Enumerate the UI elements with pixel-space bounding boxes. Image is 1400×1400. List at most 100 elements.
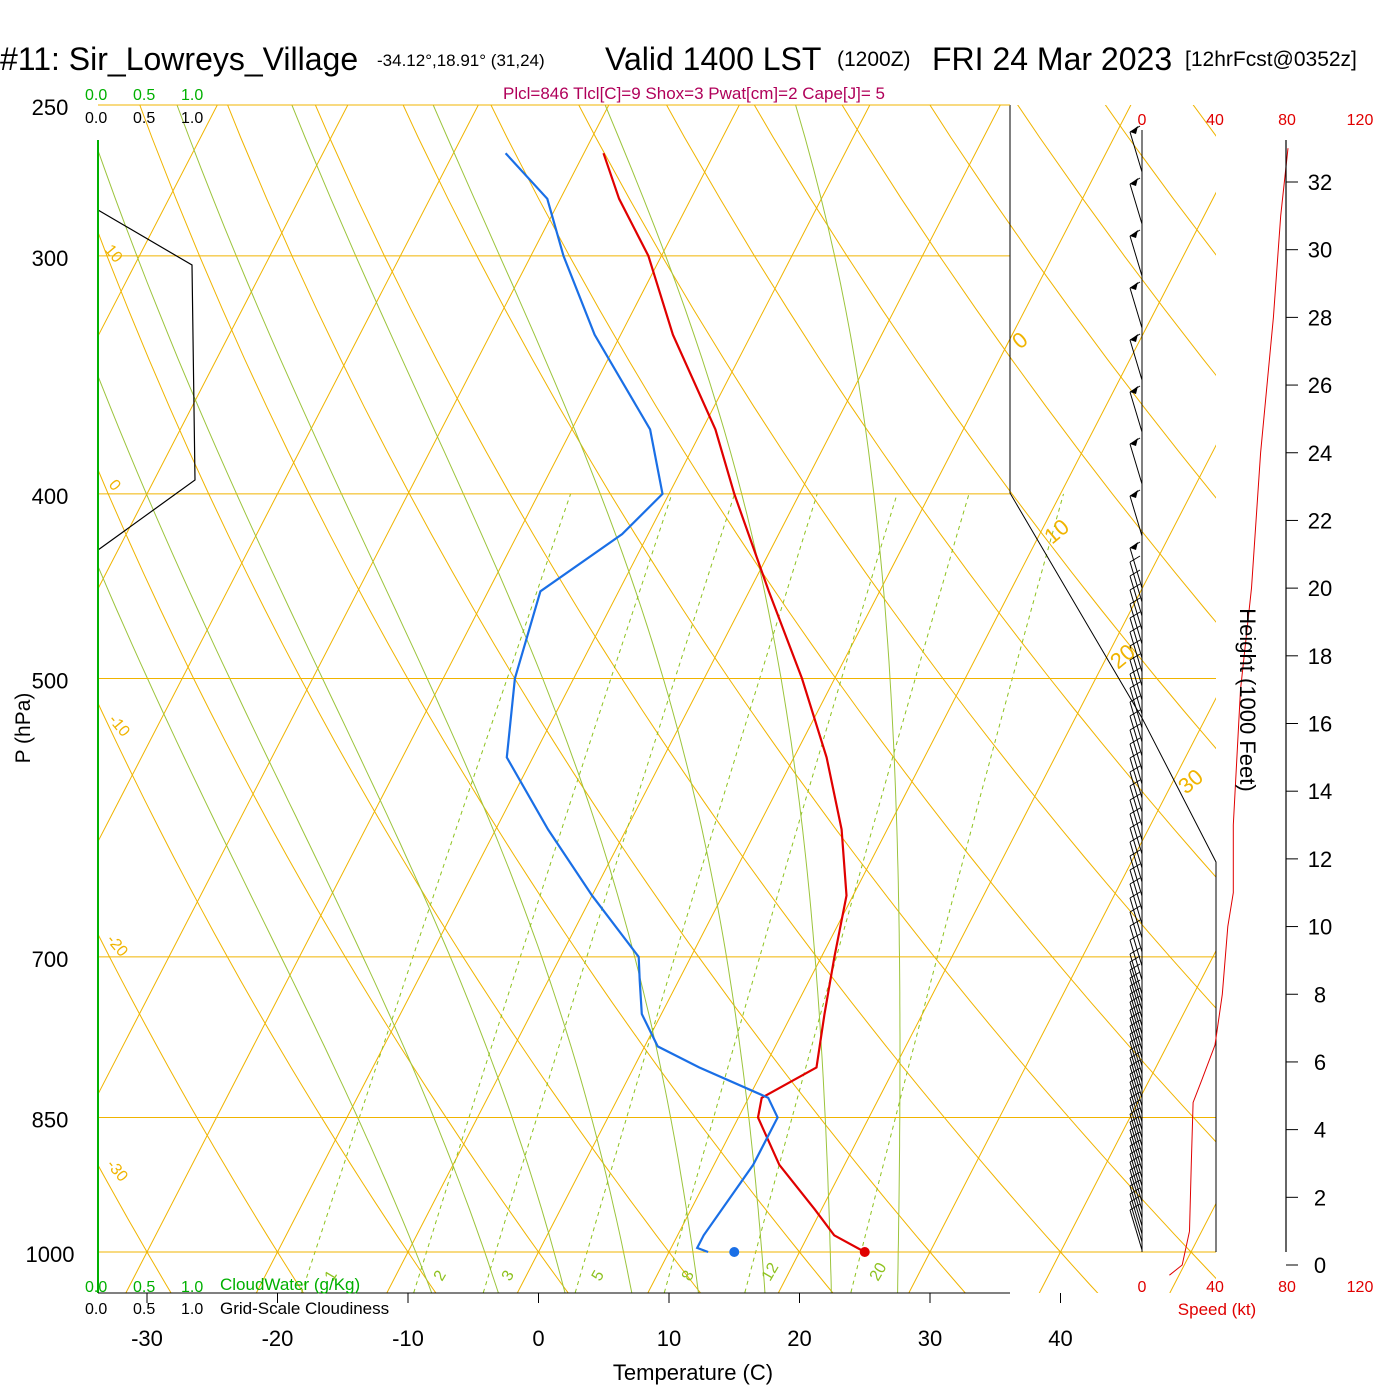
bottom-cloudwater-0: 0.0 (85, 1279, 107, 1296)
dry-adiabat-line (490, 105, 1216, 1143)
mixing-ratio-line (744, 493, 970, 1293)
speed-bottom-80: 80 (1278, 1279, 1296, 1296)
speed-top-40: 40 (1206, 112, 1224, 129)
wind-barb (1129, 281, 1143, 329)
isotherm-line (98, 105, 349, 590)
x-tick-label: -30 (131, 1326, 163, 1351)
height-tick-label: 0 (1314, 1253, 1326, 1278)
wind-barb (1129, 639, 1143, 687)
height-tick-label: 10 (1308, 915, 1332, 940)
height-tick-label: 32 (1308, 170, 1332, 195)
x-tick-label: 40 (1048, 1326, 1072, 1351)
height-tick-label: 26 (1308, 373, 1332, 398)
wind-barb (1129, 611, 1143, 659)
wind-barb (1129, 653, 1143, 701)
surface-temperature-dot (859, 1247, 870, 1257)
mixing-ratio-label: 20 (867, 1260, 891, 1284)
pressure-tick-label: 400 (32, 484, 69, 509)
moist-adiabat-line (98, 374, 499, 1293)
wind-barb (1129, 793, 1143, 841)
wind-barb (1129, 489, 1143, 537)
top-cloudwater-0: 0.0 (85, 87, 107, 104)
isotherm-line (908, 697, 1216, 1293)
wind-barbs (1129, 125, 1289, 1276)
wind-barb (1129, 667, 1143, 715)
isotherm-line (255, 105, 871, 1293)
temperature-line (602, 152, 866, 1253)
bottom-cloudiness-2: 1.0 (181, 1301, 203, 1318)
wind-barb (1129, 947, 1143, 995)
valid-time: Valid 1400 LST (605, 41, 821, 77)
wind-barb (1129, 821, 1143, 869)
cloudiness-label: Grid-Scale Cloudiness (220, 1299, 389, 1318)
wind-speed-line (1169, 148, 1289, 1276)
isotherm-label: -10 (105, 712, 133, 741)
wind-barb (1129, 555, 1143, 603)
moist-adiabat-line (795, 105, 901, 1293)
height-tick-label: 2 (1314, 1185, 1326, 1210)
dry-adiabat-line (139, 105, 834, 1293)
cloudwater-label: CloudWater (g/Kg) (220, 1275, 360, 1294)
wind-barb (1129, 695, 1143, 743)
station-title: #11: Sir_Lowreys_Village (0, 41, 358, 77)
speed-top-80: 80 (1278, 112, 1296, 129)
wind-barb (1129, 709, 1143, 757)
wind-barb (1129, 681, 1143, 729)
wind-barb (1129, 737, 1143, 785)
mixing-ratio-line (850, 493, 1064, 1293)
height-tick-label: 8 (1314, 982, 1326, 1007)
speed-bottom-120: 120 (1347, 1279, 1374, 1296)
pressure-tick-label: 700 (32, 947, 69, 972)
pressure-tick-label: 850 (32, 1108, 69, 1133)
wind-barb (1129, 437, 1143, 485)
height-tick-label: 14 (1308, 779, 1332, 804)
mixing-ratio-label: 2 (431, 1268, 450, 1284)
isotherm-line (98, 105, 610, 1096)
isotherm-line (1289, 71, 1400, 1315)
bottom-cloudwater-2: 1.0 (181, 1279, 203, 1296)
height-tick-label: 18 (1308, 644, 1332, 669)
wind-barb (1129, 891, 1143, 939)
wind-barb (1129, 933, 1143, 981)
x-tick-label: 30 (918, 1326, 942, 1351)
dry-adiabat-line (402, 105, 1216, 1280)
wind-barb (1129, 765, 1143, 813)
height-tick-label: 24 (1308, 441, 1332, 466)
wind-barb (1129, 229, 1143, 277)
isotherm-label: 10 (101, 242, 126, 267)
wind-barb (1129, 625, 1143, 673)
x-tick-label: -10 (392, 1326, 424, 1351)
wind-barb (1129, 779, 1143, 827)
forecast-date: FRI 24 Mar 2023 (932, 41, 1172, 77)
moist-adiabat-line (98, 565, 433, 1293)
dry-adiabat-line (314, 105, 1099, 1293)
isotherm-line (125, 105, 740, 1293)
isotherm-label: 10 (1039, 514, 1074, 549)
wind-barb (1129, 905, 1143, 953)
wind-barb (1129, 877, 1143, 925)
wind-barb (1129, 177, 1143, 225)
upper-black-line (97, 209, 196, 551)
zulu-time: (1200Z) (837, 48, 911, 71)
dry-adiabat-line (665, 105, 1216, 878)
isotherm-line (98, 105, 479, 843)
bottom-cloudwater-1: 0.5 (133, 1279, 155, 1296)
mixing-ratio-line (574, 493, 818, 1293)
mixing-ratio-label: 12 (759, 1260, 783, 1284)
x-tick-label: 10 (657, 1326, 681, 1351)
isotherm-line (1038, 949, 1216, 1293)
height-tick-label: 16 (1308, 712, 1332, 737)
height-tick-label: 20 (1308, 576, 1332, 601)
dry-adiabat-line (753, 105, 1216, 750)
wind-barb (1129, 835, 1143, 883)
height-tick-label: 4 (1314, 1118, 1326, 1143)
isotherm-line (386, 105, 1001, 1293)
wind-barb (1129, 385, 1143, 433)
speed-top-0: 0 (1138, 112, 1147, 129)
dry-adiabat-line (929, 105, 1216, 499)
sounding-curves (504, 152, 870, 1257)
stability-indices: Plcl=846 Tlcl[C]=9 Shox=3 Pwat[cm]=2 Cap… (503, 84, 885, 103)
moist-adiabat-line (432, 105, 766, 1293)
